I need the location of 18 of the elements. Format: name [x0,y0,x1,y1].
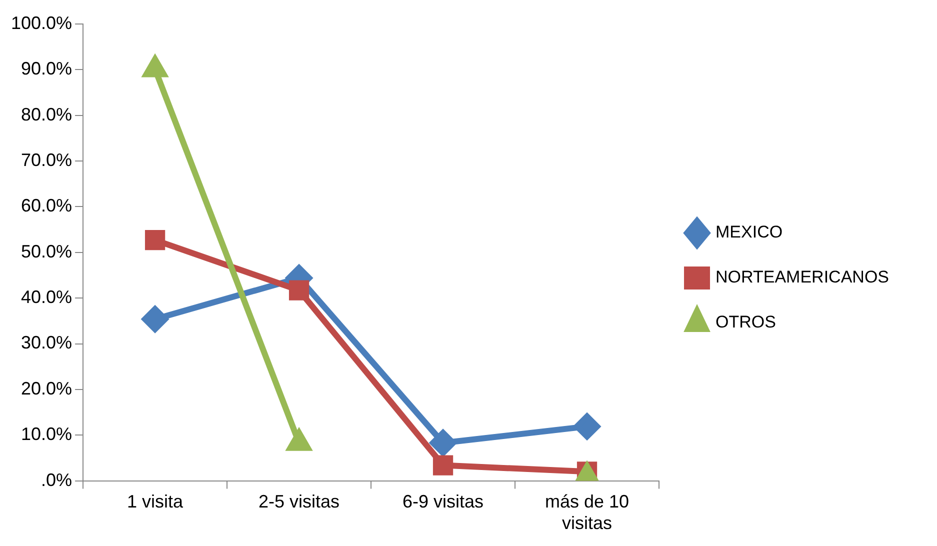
y-tick-label: 40.0% [21,287,72,308]
y-tick-label: 60.0% [21,196,72,216]
x-tick-label: 2-5 visitas [258,492,340,512]
y-tick-label: 50.0% [21,241,72,262]
y-tick-label: 30.0% [21,332,72,353]
legend-label: NORTEAMERICANOS [716,268,890,287]
y-tick-label: 90.0% [21,58,72,79]
x-tick-label: 6-9 visitas [402,492,484,512]
x-tick-label: más de 10 visitas [544,492,630,534]
legend-label: OTROS [716,312,776,332]
y-tick-label: 70.0% [21,150,72,170]
y-tick-label: 80.0% [21,104,72,124]
y-tick-label: 10.0% [21,424,72,444]
x-tick-label: 1 visita [127,492,184,512]
legend-label: MEXICO [716,222,783,242]
y-tick-label: .0% [41,470,72,490]
y-tick-label: 100.0% [10,12,72,33]
y-tick-label: 20.0% [21,378,72,398]
